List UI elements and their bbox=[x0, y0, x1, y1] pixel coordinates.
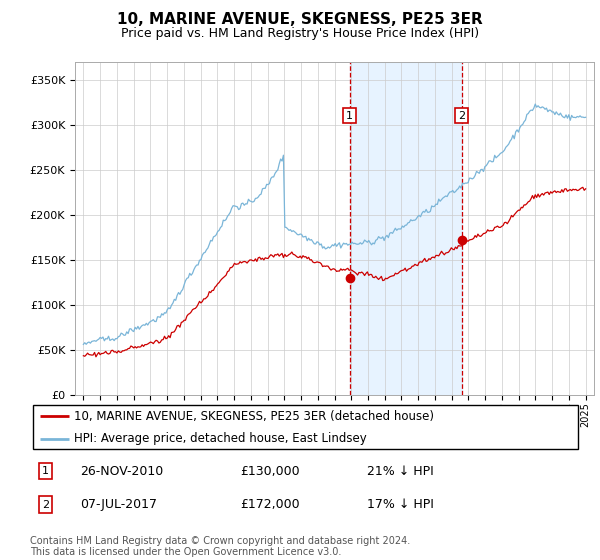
Text: 26-NOV-2010: 26-NOV-2010 bbox=[80, 465, 163, 478]
Text: Contains HM Land Registry data © Crown copyright and database right 2024.
This d: Contains HM Land Registry data © Crown c… bbox=[30, 535, 410, 557]
Text: 2: 2 bbox=[42, 500, 49, 510]
Text: 1: 1 bbox=[346, 111, 353, 120]
Text: 07-JUL-2017: 07-JUL-2017 bbox=[80, 498, 157, 511]
Text: 1: 1 bbox=[42, 466, 49, 476]
Bar bbox=[350, 62, 462, 395]
Text: 10, MARINE AVENUE, SKEGNESS, PE25 3ER: 10, MARINE AVENUE, SKEGNESS, PE25 3ER bbox=[117, 12, 483, 27]
Text: HPI: Average price, detached house, East Lindsey: HPI: Average price, detached house, East… bbox=[74, 432, 367, 445]
Text: 2: 2 bbox=[458, 111, 466, 120]
Text: 10, MARINE AVENUE, SKEGNESS, PE25 3ER (detached house): 10, MARINE AVENUE, SKEGNESS, PE25 3ER (d… bbox=[74, 409, 434, 423]
Text: Price paid vs. HM Land Registry's House Price Index (HPI): Price paid vs. HM Land Registry's House … bbox=[121, 27, 479, 40]
Text: 17% ↓ HPI: 17% ↓ HPI bbox=[367, 498, 434, 511]
Text: £130,000: £130,000 bbox=[240, 465, 299, 478]
Text: £172,000: £172,000 bbox=[240, 498, 299, 511]
Text: 21% ↓ HPI: 21% ↓ HPI bbox=[367, 465, 433, 478]
FancyBboxPatch shape bbox=[33, 405, 578, 449]
